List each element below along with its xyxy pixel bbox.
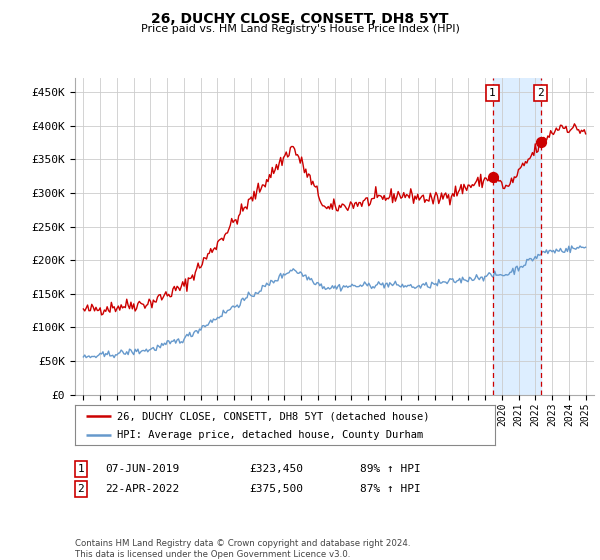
Text: £323,450: £323,450 [249,464,303,474]
Text: 26, DUCHY CLOSE, CONSETT, DH8 5YT (detached house): 26, DUCHY CLOSE, CONSETT, DH8 5YT (detac… [117,411,430,421]
Text: Contains HM Land Registry data © Crown copyright and database right 2024.
This d: Contains HM Land Registry data © Crown c… [75,539,410,559]
Text: 22-APR-2022: 22-APR-2022 [105,484,179,494]
Bar [493,78,541,395]
Point [488,172,497,181]
Point [536,138,545,147]
Text: 87% ↑ HPI: 87% ↑ HPI [360,484,421,494]
Text: Price paid vs. HM Land Registry's House Price Index (HPI): Price paid vs. HM Land Registry's House … [140,24,460,34]
Text: 2: 2 [537,87,544,97]
Text: 26, DUCHY CLOSE, CONSETT, DH8 5YT: 26, DUCHY CLOSE, CONSETT, DH8 5YT [151,12,449,26]
Text: 89% ↑ HPI: 89% ↑ HPI [360,464,421,474]
Text: HPI: Average price, detached house, County Durham: HPI: Average price, detached house, Coun… [117,430,423,440]
Text: 1: 1 [77,464,85,474]
Text: 2: 2 [77,484,85,494]
Text: £375,500: £375,500 [249,484,303,494]
Text: 1: 1 [489,87,496,97]
Text: 07-JUN-2019: 07-JUN-2019 [105,464,179,474]
